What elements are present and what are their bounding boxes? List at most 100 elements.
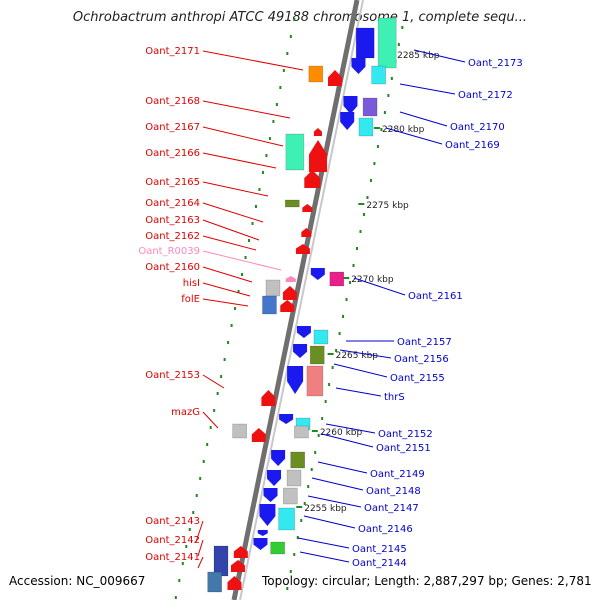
gene-block	[232, 423, 247, 439]
gene-connector-left	[202, 50, 304, 71]
gene-label-right: Oant_2169	[445, 140, 500, 151]
track-dot-right	[335, 349, 338, 352]
track-dot-left	[223, 358, 226, 361]
gene-arrow-forward	[302, 204, 313, 212]
gene-connector-right	[353, 277, 406, 296]
gene-arrow-forward	[282, 286, 297, 300]
gene-block	[270, 541, 285, 555]
gene-label-right: Oant_2156	[394, 354, 449, 365]
gene-block	[290, 451, 306, 469]
gene-block	[294, 425, 309, 439]
gene-block	[265, 279, 281, 297]
track-dot-left	[265, 154, 268, 157]
gene-label-left: Oant_2143	[145, 516, 200, 527]
gene-label-left: Oant_2141	[145, 552, 200, 563]
track-dot-left	[268, 137, 271, 140]
gene-label-right: Oant_2151	[376, 443, 431, 454]
track-dot-left	[199, 477, 202, 480]
scale-label: 2285 kbp	[397, 51, 440, 61]
track-dot-right	[321, 417, 324, 420]
gene-connector-right	[325, 423, 376, 434]
genome-summary-text: Topology: circular; Length: 2,887,297 bp…	[262, 574, 592, 588]
gene-label-left: folE	[181, 294, 200, 305]
track-dot-left	[185, 545, 188, 548]
track-dot-left	[251, 222, 254, 225]
track-dot-right	[376, 145, 379, 148]
gene-connector-right	[399, 83, 456, 95]
track-dot-left	[237, 290, 240, 293]
track-dot-right	[390, 77, 393, 80]
gene-connector-right	[333, 363, 388, 378]
gene-label-left: Oant_2167	[145, 122, 200, 133]
gene-arrow-forward	[261, 390, 276, 406]
gene-connector-left	[202, 266, 253, 283]
gene-arrow-reverse	[351, 58, 366, 74]
track-dot-right	[345, 298, 348, 301]
gene-arrow-reverse	[271, 450, 286, 466]
gene-block	[313, 329, 329, 345]
track-dot-right	[338, 332, 341, 335]
gene-connector-right	[321, 433, 374, 448]
gene-block	[286, 469, 302, 487]
track-dot-left	[206, 443, 209, 446]
gene-block	[283, 487, 298, 505]
track-dot-right	[356, 247, 359, 250]
track-dot-right	[352, 264, 355, 267]
track-dot-left	[248, 239, 251, 242]
gene-label-left: Oant_2160	[145, 262, 200, 273]
track-dot-left	[241, 273, 244, 276]
track-dot-right	[300, 519, 303, 522]
gene-connector-left	[202, 374, 225, 389]
track-dot-left	[272, 120, 275, 123]
gene-block	[377, 17, 397, 69]
gene-arrow-forward	[301, 228, 312, 237]
gene-label-right: thrS	[384, 392, 405, 403]
track-dot-right	[387, 94, 390, 97]
track-dot-left	[286, 52, 289, 55]
track-dot-left	[230, 324, 233, 327]
gene-connector-left	[197, 539, 204, 557]
gene-label-right: Oant_2149	[370, 469, 425, 480]
track-dot-left	[275, 103, 278, 106]
track-dot-left	[227, 341, 230, 344]
gene-connector-left	[202, 202, 264, 223]
gene-arrow-forward	[280, 300, 295, 312]
gene-label-right: Oant_2146	[358, 524, 413, 535]
gene-label-left: Oant_2166	[145, 148, 200, 159]
scale-label: 2265 kbp	[336, 351, 379, 361]
track-dot-right	[293, 553, 296, 556]
gene-label-left: hisI	[183, 278, 200, 289]
gene-arrow-reverse	[279, 414, 294, 424]
scale-label: 2260 kbp	[320, 428, 363, 438]
track-dot-left	[181, 562, 184, 565]
gene-connector-right	[311, 477, 364, 491]
gene-arrow-reverse	[340, 112, 355, 130]
track-dot-left	[258, 188, 261, 191]
gene-connector-left	[197, 556, 204, 569]
gene-connector-right	[413, 49, 466, 63]
gene-arrow-reverse	[259, 504, 276, 526]
track-dot-right	[314, 451, 317, 454]
gene-arrow-forward	[313, 128, 322, 136]
gene-connector-right	[303, 515, 356, 529]
gene-label-left: Oant_2164	[145, 198, 200, 209]
track-dot-right	[369, 179, 372, 182]
gene-connector-left	[202, 235, 257, 251]
gene-connector-left	[202, 100, 291, 119]
track-dot-right	[328, 383, 331, 386]
track-dot-left	[254, 205, 257, 208]
chromosome-backbone-shadow	[239, 0, 364, 600]
track-dot-left	[289, 35, 292, 38]
gene-block	[213, 545, 229, 577]
track-dot-right	[383, 111, 386, 114]
scale-label: 2270 kbp	[351, 275, 394, 285]
gene-arrow-reverse	[257, 530, 268, 536]
gene-label-right: Oant_2152	[378, 429, 433, 440]
track-dot-right	[359, 230, 362, 233]
gene-arrow-reverse	[263, 488, 278, 502]
track-dot-right	[286, 587, 289, 590]
gene-arrow-reverse	[343, 96, 358, 114]
gene-connector-left	[202, 219, 260, 241]
gene-connector-left	[202, 126, 284, 147]
